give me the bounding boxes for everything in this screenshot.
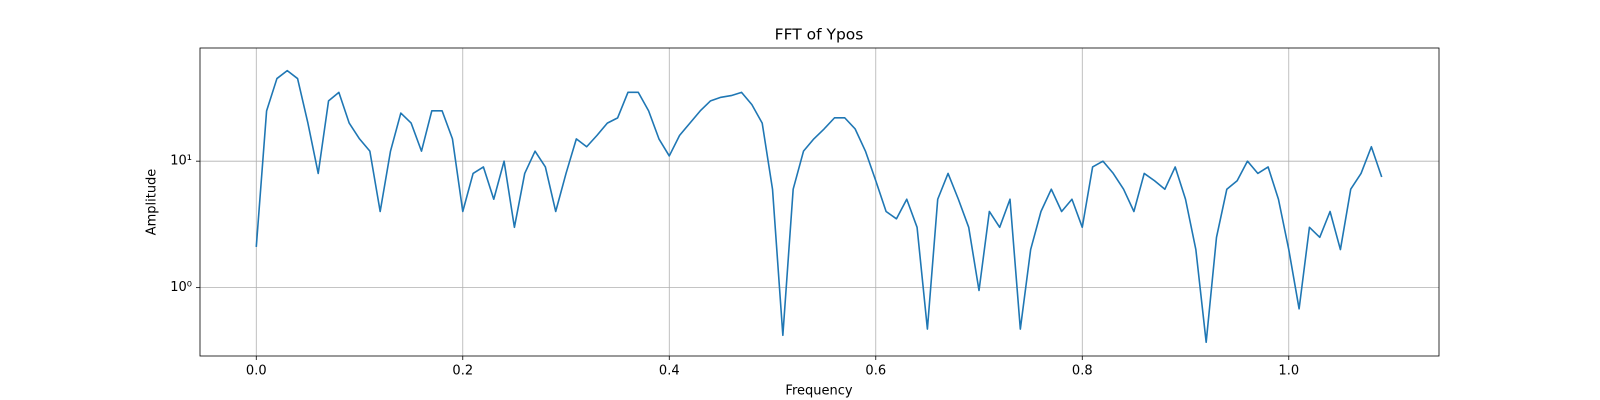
y-tick-label: 10⁰ (170, 280, 192, 295)
plot-frame (199, 47, 1440, 357)
x-tick-label: 0.4 (659, 364, 680, 379)
x-tick-label: 0.0 (246, 364, 267, 379)
y-axis-label: Amplitude (145, 169, 160, 236)
y-tick-label: 10¹ (170, 154, 192, 169)
data-line (255, 69, 1383, 344)
x-tick-label: 1.0 (1278, 364, 1299, 379)
chart-title: FFT of Ypos (775, 26, 864, 44)
x-axis-label: Frequency (785, 384, 852, 399)
x-tick-label: 0.8 (1072, 364, 1093, 379)
x-tick-label: 0.2 (452, 364, 473, 379)
x-tick-label: 0.6 (865, 364, 886, 379)
